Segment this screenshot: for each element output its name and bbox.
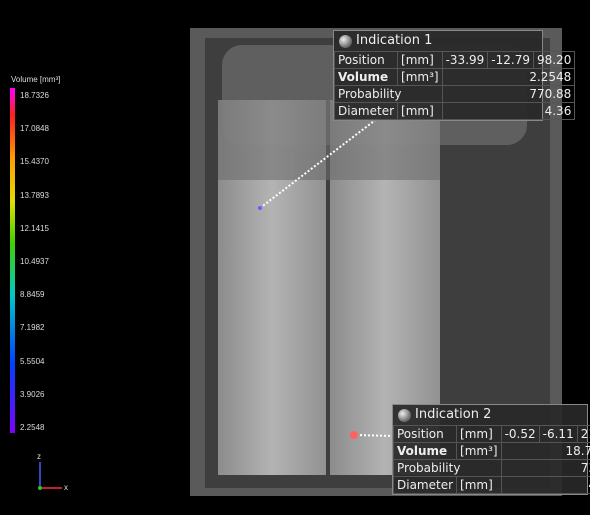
cell: Volume	[335, 69, 398, 86]
axis-origin	[38, 486, 42, 490]
cell: [mm]	[457, 426, 502, 443]
cell: 2.2548	[442, 69, 575, 86]
cell: Position	[335, 52, 398, 69]
cell: Probability	[335, 86, 443, 103]
cell: [mm]	[457, 477, 502, 494]
cell: -12.79	[488, 52, 534, 69]
row: Position[mm]-0.52-6.1121.46	[394, 426, 590, 443]
viewer: Volume [mm³] z x 18.7326 17.0848 15.4370 13…	[0, 0, 590, 515]
cell: [mm³]	[457, 443, 502, 460]
cell: Diameter	[394, 477, 457, 494]
cell: 4.50	[501, 477, 590, 494]
cell: 21.46	[577, 426, 590, 443]
colorbar-tick-label: 13.7893	[20, 191, 49, 200]
cell: 18.7326	[501, 443, 590, 460]
colorbar-tick-label: 8.8459	[20, 290, 44, 299]
colorbar-tick-label: 7.1982	[20, 323, 44, 332]
indication-title: Indication 2	[393, 405, 587, 425]
cell: [mm]	[398, 103, 443, 120]
colorbar	[10, 88, 15, 433]
cell: -0.52	[501, 426, 539, 443]
colorbar-tick-label: 15.4370	[20, 157, 49, 166]
colorbar-tick-label: 12.1415	[20, 224, 49, 233]
cell: Volume	[394, 443, 457, 460]
row: Diameter[mm]4.50	[394, 477, 590, 494]
row: Volume[mm³]2.2548	[335, 69, 575, 86]
row: Volume[mm³]18.7326	[394, 443, 590, 460]
indication-marker	[350, 431, 358, 439]
colorbar-tick-label: 17.0848	[20, 124, 49, 133]
cell: [mm]	[398, 52, 443, 69]
colorbar-tick-label: 3.9026	[20, 390, 44, 399]
colorbar-tick-label: 10.4937	[20, 257, 49, 266]
axis-label: x	[64, 483, 68, 492]
row: Diameter[mm]4.36	[335, 103, 575, 120]
cell: 770.88	[442, 86, 575, 103]
cell: [mm³]	[398, 69, 443, 86]
colorbar-tick-label: 5.5504	[20, 357, 44, 366]
colorbar-title: Volume [mm³]	[11, 75, 60, 84]
cell: -33.99	[442, 52, 488, 69]
cell: 4.36	[442, 103, 575, 120]
axis-label: z	[37, 452, 41, 461]
cell: 73.16	[501, 460, 590, 477]
colorbar-tick-label: 18.7326	[20, 91, 49, 100]
indication-box: Indication 2Position[mm]-0.52-6.1121.46V…	[392, 404, 588, 495]
cell: Diameter	[335, 103, 398, 120]
indication-marker	[258, 206, 262, 210]
cell: Probability	[394, 460, 502, 477]
cell: -6.11	[539, 426, 577, 443]
colorbar-tick-label: 2.2548	[20, 423, 44, 432]
row: Probability73.16	[394, 460, 590, 477]
cell: 98.20	[533, 52, 574, 69]
indication-table: Position[mm]-0.52-6.1121.46Volume[mm³]18…	[393, 425, 590, 494]
indication-title: Indication 1	[334, 31, 542, 51]
cell: Position	[394, 426, 457, 443]
